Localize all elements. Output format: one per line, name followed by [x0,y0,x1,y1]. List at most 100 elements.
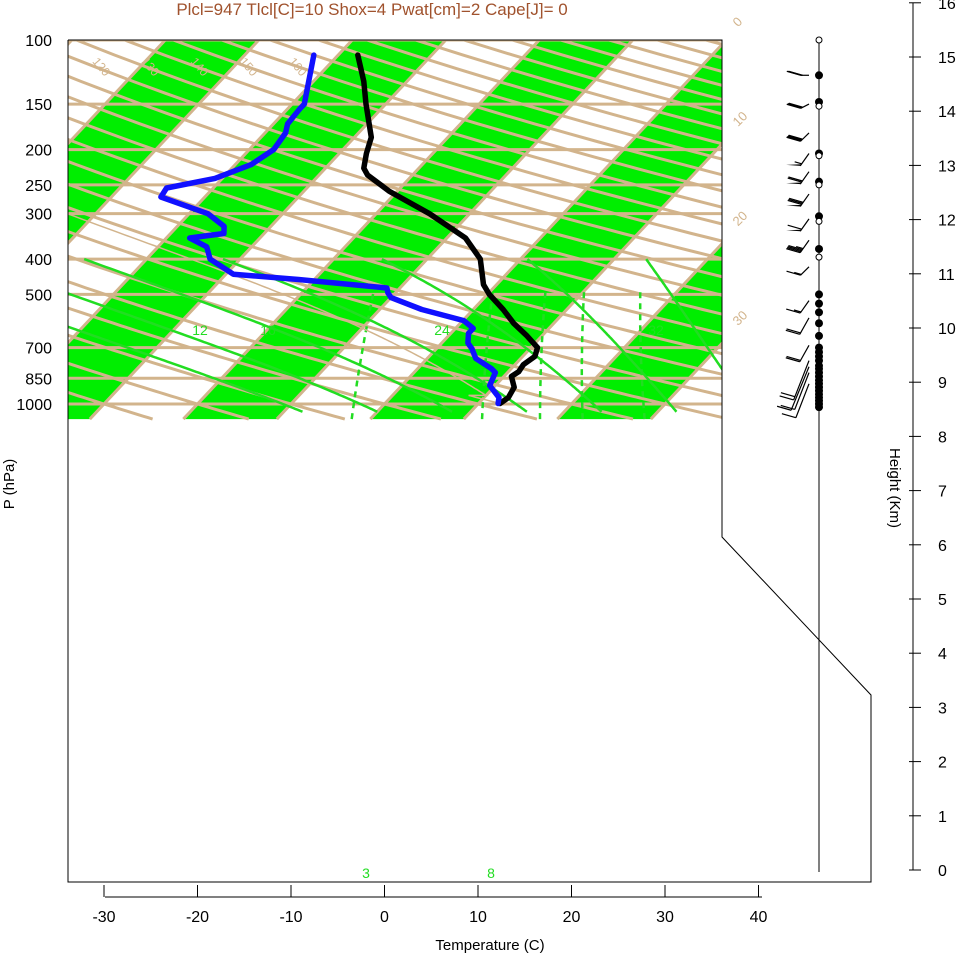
dewpoint-point [389,296,393,300]
dry-adiabat-line [68,40,871,421]
mixing-ratio-label: 32 [648,322,664,338]
x-tick-label: -10 [279,909,302,926]
height-tick-label: 3 [938,700,947,717]
pressure-tick-label: 300 [25,207,52,224]
wind-barb-tick [786,308,801,314]
height-tick-label: 12 [938,213,956,230]
dewpoint-point [496,402,500,406]
height-tick-label: 4 [938,646,947,663]
wind-barb-tick [787,135,802,142]
wind-barb-shaft [793,360,810,401]
dewpoint-point [286,122,290,126]
moist-adiabat-line [526,258,678,413]
wind-level-dot [815,290,823,299]
temperature-point [369,135,373,139]
dewpoint-point [159,195,163,199]
temperature-point [478,257,482,261]
pressure-tick-label: 250 [25,178,52,195]
dewpoint-point [386,291,390,295]
wind-barb-shaft [799,300,810,314]
pressure-tick-label: 200 [25,143,52,160]
wind-level-open-dot [815,152,823,160]
height-tick-label: 16 [938,0,956,13]
temperature-point [512,385,516,389]
isotherm-line [743,40,871,421]
wind-level-dot [815,403,823,412]
mixing-ratio-line [350,287,376,420]
wind-barb [786,266,810,276]
wind-barb-panel [776,36,823,872]
sounding-profiles [158,52,541,407]
isotherm-label: 10 [730,108,751,129]
dewpoint-point [188,236,192,240]
height-tick-label: 2 [938,755,947,772]
temperature-point [464,236,468,240]
wind-level-dot [815,299,823,308]
pressure-tick-label: 700 [25,341,52,358]
mixing-ratio-line [480,287,495,420]
temperature-point [506,396,510,400]
mixing-ratio-label: 8 [487,865,495,881]
wind-barb [786,153,810,167]
dewpoint-point [488,384,492,388]
mixing-ratio-line [638,288,646,420]
parcel-path [68,168,501,405]
temperature-point [428,212,432,216]
dewpoint-point [208,257,212,261]
wind-barb-tick [788,102,803,108]
x-tick-label: -30 [92,909,115,926]
dewpoint-point [497,396,501,400]
wind-barb-shaft [795,383,810,418]
wind-barb [785,317,810,335]
temperature-point [521,363,525,367]
isotherm-label: 30 [730,308,751,329]
wind-barb-tick [787,224,802,230]
dewpoint-point [205,245,209,249]
temperature-point [533,354,537,358]
dry-adiabat-line [68,40,826,421]
wind-barb-flag [786,182,802,185]
wind-barb-tick [785,357,800,363]
dry-adiabat-line [68,40,871,421]
wind-level-dot [815,71,823,80]
dewpoint-point [284,131,288,135]
parcel-line [68,168,501,405]
mixing-ratio-label: 12 [192,322,208,338]
dewpoint-point [296,278,300,282]
wind-level-dot [815,244,823,253]
dry-adiabat-line [68,40,250,421]
pressure-tick-label: 100 [25,33,52,50]
wind-level-open-dot [815,102,823,110]
dry-adiabat-line [68,40,730,421]
mixing-ratio-lines [350,287,646,420]
temperature-point [525,334,529,338]
mixing-ratio-label: 16 [260,322,276,338]
isotherm-label: 20 [730,208,751,229]
wind-barb [786,70,809,76]
dewpoint-point [462,319,466,323]
dry-adiabat-line [81,40,871,421]
wind-barb [786,218,810,232]
pressure-tick-label: 850 [25,371,52,388]
dewpoint-point [385,286,389,290]
wind-barb-shaft [799,345,810,363]
dry-adiabat-line [68,40,634,421]
temperature-point [356,53,360,57]
mixing-ratio-label: 3 [362,865,370,881]
dewpoint-point [471,326,475,330]
x-tick-label: 20 [563,909,581,926]
wind-barb [786,132,810,142]
wind-barb-tick [786,270,801,276]
dewpoint-point [249,163,253,167]
temperature-band [68,40,462,420]
dewpoint-point [165,186,169,190]
dewpoint-point [222,231,226,235]
dry-adiabat-label: 160 [286,55,310,80]
wind-level-dot [815,331,823,340]
wind-barb-shaft [794,372,810,410]
plot-border [67,39,872,883]
wind-barb-tick [786,355,801,361]
temperature-point [535,346,539,350]
wind-level-open-dot [815,181,823,189]
